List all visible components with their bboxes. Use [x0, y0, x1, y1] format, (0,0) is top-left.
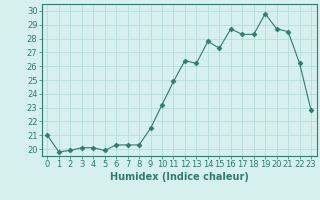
X-axis label: Humidex (Indice chaleur): Humidex (Indice chaleur) — [110, 172, 249, 182]
